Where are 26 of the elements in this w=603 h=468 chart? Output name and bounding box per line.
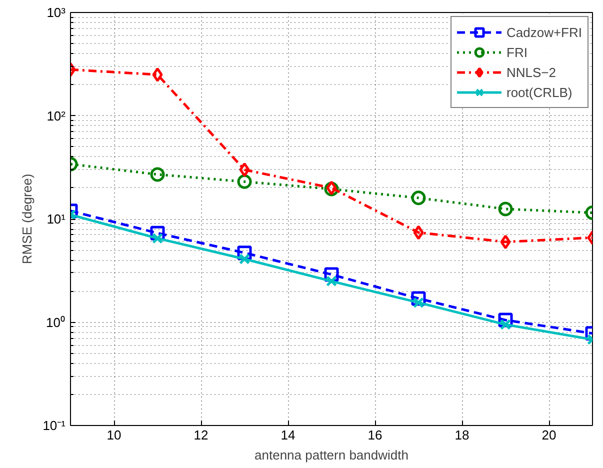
x-tick-label: 18 bbox=[454, 428, 470, 442]
legend-label: NNLS−2 bbox=[506, 64, 556, 80]
x-axis-title: antenna pattern bandwidth bbox=[254, 448, 408, 462]
point bbox=[500, 234, 511, 250]
x-tick-label: 16 bbox=[368, 428, 382, 442]
y-tick-label: 10¹ bbox=[46, 212, 66, 226]
y-tick-label: 10³ bbox=[46, 5, 66, 20]
point bbox=[498, 202, 513, 216]
point bbox=[413, 225, 424, 240]
legend-label: root(CRLB) bbox=[506, 84, 572, 100]
point bbox=[326, 276, 337, 287]
y-tick-label: 10⁻¹ bbox=[42, 418, 66, 433]
legend-label: FRI bbox=[506, 44, 528, 60]
y-axis-title: RMSE (degree) bbox=[20, 174, 35, 264]
point bbox=[152, 67, 163, 82]
x-tick-label: 20 bbox=[542, 428, 556, 442]
y-tick-label: 10⁰ bbox=[46, 314, 66, 330]
legend-label: Cadzow+FRI bbox=[506, 24, 582, 40]
y-tick-label: 10² bbox=[46, 108, 66, 124]
x-tick-label: 14 bbox=[280, 428, 296, 442]
x-tick-label: 12 bbox=[194, 428, 208, 442]
point bbox=[150, 167, 165, 182]
point bbox=[239, 162, 250, 177]
point bbox=[237, 174, 252, 189]
x-tick-label: 10 bbox=[106, 428, 122, 442]
point bbox=[411, 190, 426, 206]
